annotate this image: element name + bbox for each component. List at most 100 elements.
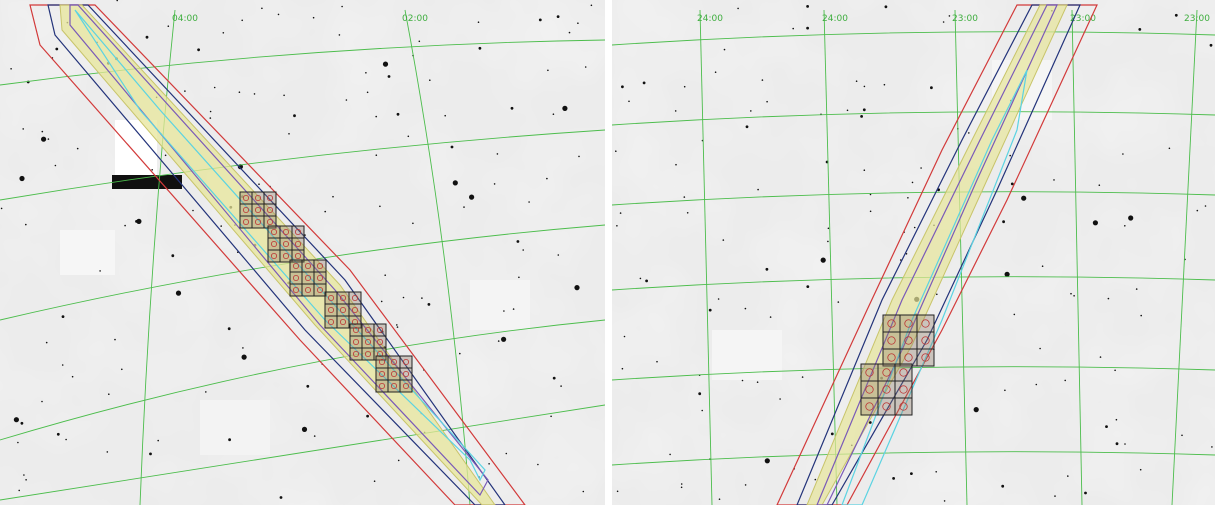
star: [577, 22, 579, 25]
star: [61, 315, 65, 318]
star: [645, 279, 648, 283]
star: [167, 25, 170, 28]
tile: [860, 380, 879, 399]
star: [205, 391, 207, 393]
star: [444, 114, 447, 117]
star: [505, 452, 508, 455]
star: [846, 109, 849, 112]
star: [1009, 154, 1011, 157]
star: [863, 169, 866, 171]
star: [862, 108, 866, 112]
star: [936, 293, 938, 296]
star: [869, 210, 872, 213]
star: [616, 225, 618, 227]
star: [1070, 292, 1072, 295]
star: [373, 480, 376, 483]
star: [814, 478, 817, 481]
star: [382, 61, 389, 67]
stars: [0, 0, 593, 499]
sky-artifact: [470, 280, 530, 330]
star: [942, 21, 945, 23]
star: [171, 254, 175, 258]
tile-marker: [378, 370, 386, 378]
ra-label: 24:00: [697, 14, 723, 24]
tile-marker: [364, 338, 372, 346]
observation-tiles: [860, 314, 935, 416]
star: [1174, 13, 1178, 17]
star: [510, 106, 514, 110]
star: [717, 298, 720, 300]
tile-marker: [316, 274, 324, 282]
star: [496, 153, 499, 155]
star: [1107, 297, 1110, 300]
star: [312, 16, 315, 19]
tile-marker: [294, 240, 302, 248]
tile-marker: [364, 350, 372, 358]
tile-marker: [282, 240, 290, 248]
tile-marker: [364, 326, 372, 334]
tile-marker: [378, 358, 386, 366]
star: [913, 226, 916, 229]
tile: [361, 347, 375, 361]
star: [338, 34, 341, 36]
star: [578, 155, 580, 158]
star: [1084, 491, 1087, 495]
star: [837, 301, 840, 303]
tile: [336, 291, 350, 305]
tile-marker: [899, 368, 908, 377]
tile-marker: [376, 350, 384, 358]
star: [501, 336, 507, 342]
star: [675, 163, 677, 166]
tile: [289, 271, 303, 285]
star: [488, 463, 490, 465]
star: [1099, 356, 1102, 358]
tile: [324, 315, 338, 329]
star: [493, 183, 496, 185]
star: [375, 115, 378, 118]
tile-marker: [339, 318, 347, 326]
tile-marker: [254, 194, 262, 202]
tile: [301, 259, 315, 273]
star: [935, 471, 937, 473]
star: [701, 409, 703, 412]
star: [863, 85, 866, 88]
star: [47, 138, 50, 140]
star: [714, 71, 717, 73]
star: [25, 479, 27, 481]
star: [905, 253, 908, 255]
tile: [894, 397, 913, 416]
tile-marker: [378, 382, 386, 390]
tile-marker: [292, 286, 300, 294]
star: [23, 474, 25, 476]
star: [365, 72, 367, 74]
star: [13, 417, 19, 423]
tile-marker: [402, 370, 410, 378]
star: [1021, 195, 1027, 201]
star: [642, 81, 646, 85]
star: [550, 415, 552, 418]
tile-marker: [887, 319, 896, 328]
star: [750, 110, 752, 112]
star: [197, 48, 201, 52]
star: [741, 379, 744, 382]
star: [313, 435, 316, 437]
star: [621, 367, 624, 370]
star: [1035, 383, 1038, 386]
tile-marker: [390, 358, 398, 366]
star: [899, 259, 902, 261]
tile: [373, 323, 387, 337]
star: [469, 194, 475, 200]
tile: [313, 271, 327, 285]
star: [683, 85, 686, 88]
observation-tiles: [239, 191, 413, 393]
star: [429, 79, 431, 81]
star: [1092, 220, 1098, 226]
star: [1067, 475, 1069, 477]
tile: [387, 367, 401, 381]
star: [1004, 271, 1010, 277]
star: [744, 307, 747, 310]
tile-marker: [865, 402, 874, 411]
star: [621, 85, 624, 89]
tile: [375, 379, 389, 393]
star: [756, 381, 759, 384]
